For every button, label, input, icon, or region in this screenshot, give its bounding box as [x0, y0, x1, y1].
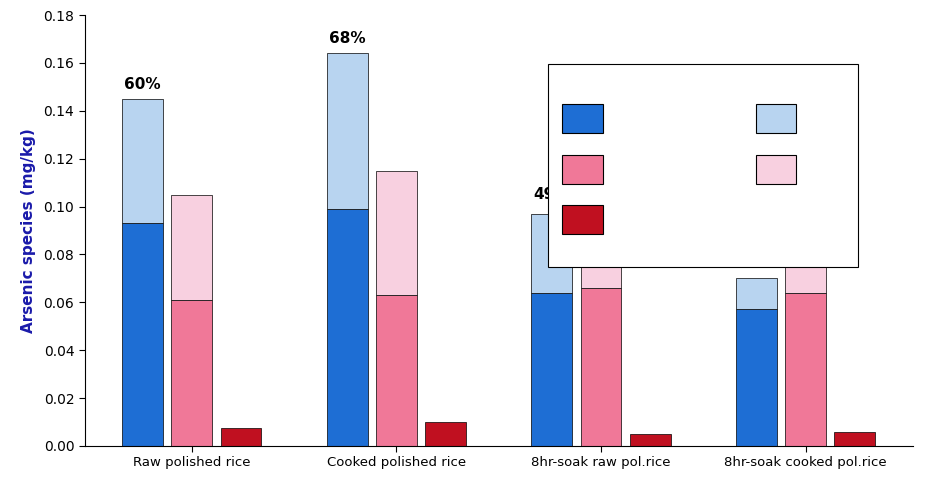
Bar	[327, 209, 368, 446]
Bar	[425, 422, 466, 446]
Bar	[736, 310, 777, 446]
Bar	[171, 300, 213, 446]
Bar	[736, 279, 777, 310]
Bar	[581, 209, 621, 288]
Text: DMA: DMA	[606, 163, 637, 175]
Text: As$^{5+}$: As$^{5+}$	[606, 211, 639, 227]
Bar	[835, 431, 875, 446]
Text: Bioavailable: Bioavailable	[559, 83, 651, 96]
Text: 60%: 60%	[124, 77, 161, 92]
Bar	[327, 53, 368, 209]
Text: As$^{3+}$: As$^{3+}$	[606, 111, 639, 127]
Bar	[785, 293, 826, 446]
Bar	[376, 171, 417, 295]
Bar	[581, 288, 621, 446]
Y-axis label: Arsenic species (mg/kg): Arsenic species (mg/kg)	[22, 128, 37, 333]
Bar	[532, 214, 572, 293]
Bar	[220, 428, 262, 446]
Text: 24.4%: 24.4%	[730, 230, 783, 245]
Bar	[122, 223, 163, 446]
Text: 68%: 68%	[329, 31, 366, 46]
Text: 49%: 49%	[534, 187, 570, 202]
Text: Bioaccessible: Bioaccessible	[726, 83, 828, 96]
Bar	[785, 252, 826, 293]
Bar	[171, 194, 213, 300]
Bar	[122, 99, 163, 223]
Bar	[630, 434, 671, 446]
Bar	[532, 293, 572, 446]
Bar	[376, 295, 417, 446]
